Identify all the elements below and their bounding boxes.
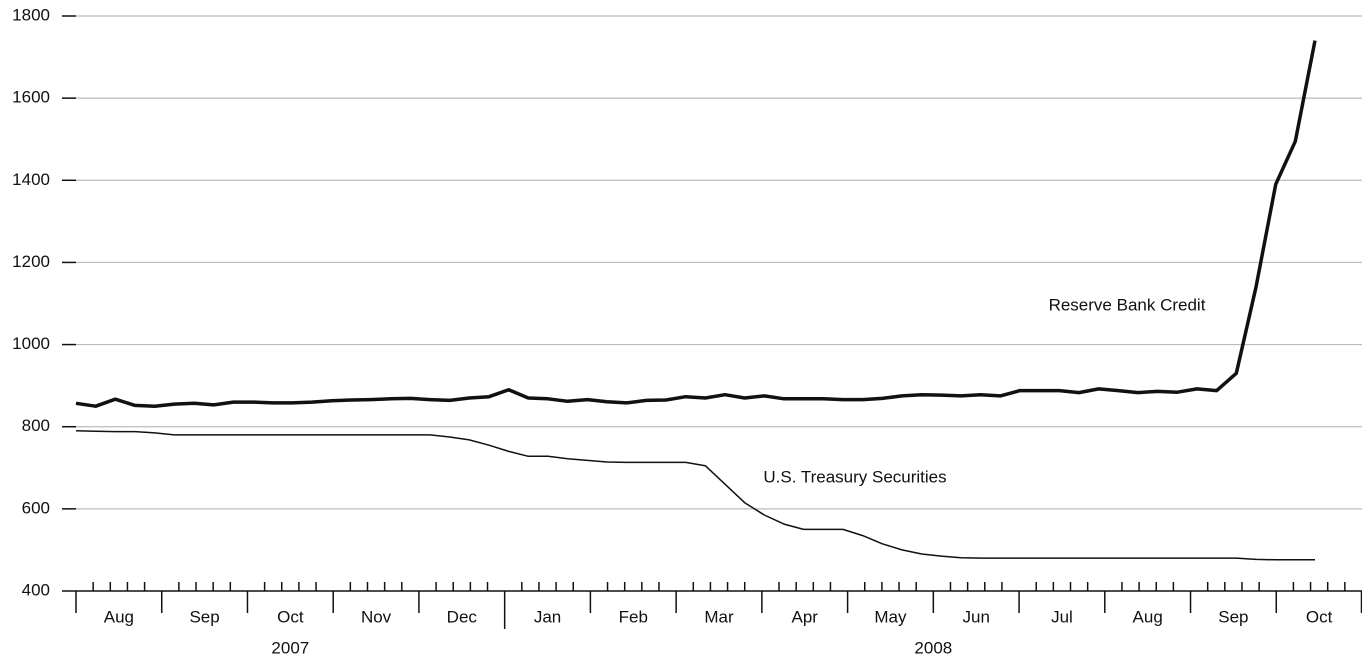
y-tick-label: 600: [22, 498, 50, 517]
x-tick-label: Aug: [104, 607, 134, 626]
y-tick-label: 1400: [12, 170, 50, 189]
x-tick-label: Jul: [1051, 607, 1073, 626]
y-tick-label: 1600: [12, 88, 50, 107]
y-tick-label: 400: [22, 580, 50, 599]
x-tick-label: Jan: [534, 607, 561, 626]
x-tick-label: Sep: [189, 607, 219, 626]
x-tick-label: Mar: [704, 607, 734, 626]
x-tick-label: Nov: [361, 607, 392, 626]
x-tick-label: Sep: [1218, 607, 1248, 626]
x-tick-label: Oct: [1306, 607, 1333, 626]
year-label: 2008: [914, 638, 952, 657]
y-tick-label: 1000: [12, 334, 50, 353]
y-tick-label: 1800: [12, 5, 50, 24]
year-label: 2007: [271, 638, 309, 657]
series-line: [75, 40, 1317, 408]
x-tick-label: Jun: [962, 607, 989, 626]
series-line: [75, 430, 1315, 561]
x-tick-label: Aug: [1133, 607, 1163, 626]
x-tick-label: Apr: [791, 607, 818, 626]
x-tick-label: Dec: [447, 607, 478, 626]
y-tick-label: 1200: [12, 252, 50, 271]
series-label: Reserve Bank Credit: [1049, 295, 1206, 314]
x-tick-label: Feb: [619, 607, 648, 626]
series-label: U.S. Treasury Securities: [763, 467, 946, 486]
x-tick-label: May: [874, 607, 907, 626]
y-tick-label: 800: [22, 416, 50, 435]
x-tick-label: Oct: [277, 607, 304, 626]
